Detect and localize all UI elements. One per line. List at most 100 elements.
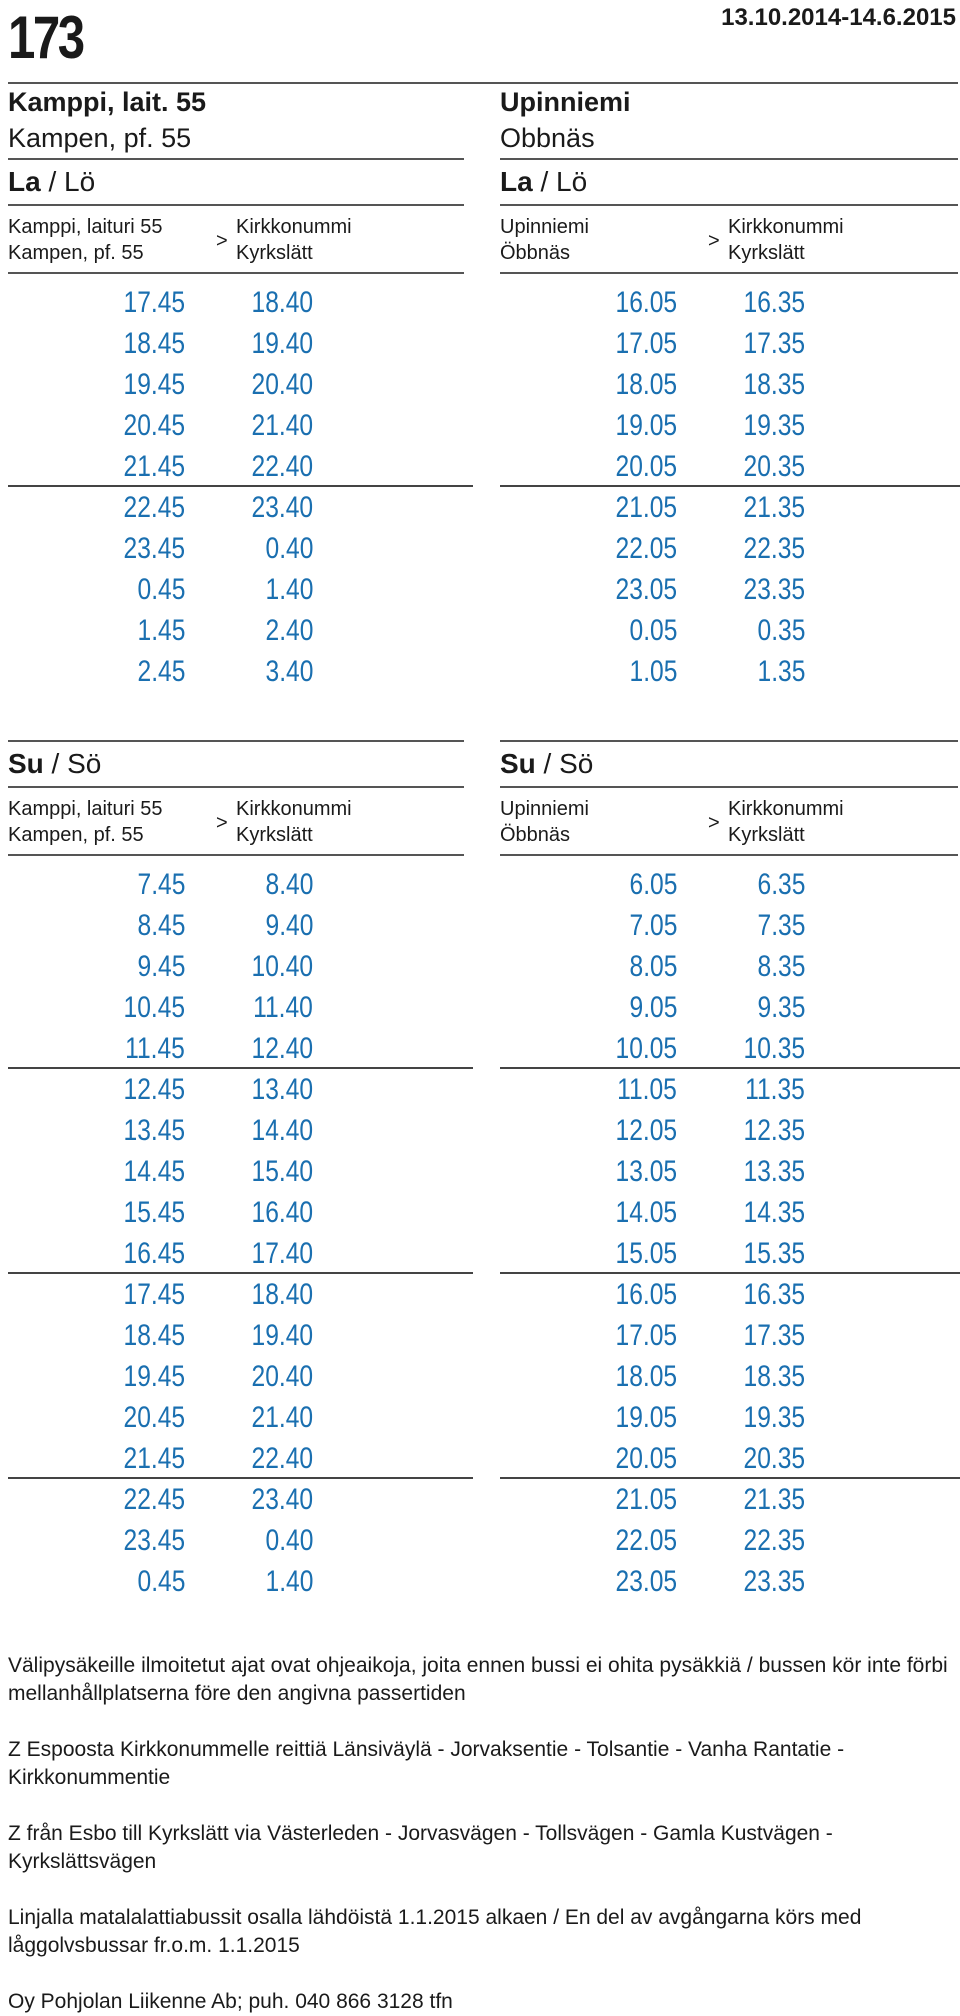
day-sep: / — [535, 748, 560, 779]
arrival-time: 20.35 — [743, 450, 805, 483]
departure-time: 16.05 — [615, 286, 677, 319]
departure-time: 16.05 — [615, 1278, 677, 1311]
time-row: 18.05 18.35 — [500, 364, 960, 405]
arrival-time: 23.35 — [743, 1565, 805, 1598]
departure-time: 0.45 — [137, 573, 185, 606]
departure-time: 19.45 — [123, 368, 185, 401]
arrival-time: 3.40 — [265, 655, 313, 688]
footer-note-stops: Välipysäkeille ilmoitetut ajat ovat ohje… — [8, 1654, 948, 1705]
departure-time: 18.05 — [615, 368, 677, 401]
time-row: 21.45 22.40 — [8, 446, 473, 487]
dir-to-sv: Kyrkslätt — [236, 242, 313, 264]
departure-time: 19.45 — [123, 1360, 185, 1393]
departure-time: 21.05 — [615, 1483, 677, 1516]
arrival-time: 20.40 — [251, 368, 313, 401]
su-left-direction-header: Kamppi, laituri 55 Kampen, pf. 55 > Kirkk… — [8, 788, 473, 850]
right-stop-title: Upinniemi Obbnäs — [500, 84, 960, 156]
arrival-time: 15.35 — [743, 1237, 805, 1270]
su-right-times: 6.05 6.35 7.05 7.35 8.05 8.35 9.05 9.35 10.05 10.… — [500, 864, 960, 1602]
arrival-time: 9.40 — [265, 909, 313, 942]
dir-to-sv: Kyrkslätt — [728, 242, 805, 264]
day-fi: La — [8, 166, 41, 197]
departure-time: 0.45 — [137, 1565, 185, 1598]
time-row: 19.45 20.40 — [8, 1356, 473, 1397]
arrival-time: 18.40 — [251, 286, 313, 319]
departure-time: 7.05 — [629, 909, 677, 942]
su-left-top-rule — [8, 740, 464, 742]
su-left-header-rule — [8, 854, 464, 856]
departure-time: 22.05 — [615, 1524, 677, 1557]
time-row: 14.45 15.40 — [8, 1151, 473, 1192]
arrival-time: 6.35 — [757, 868, 805, 901]
departure-time: 20.05 — [615, 450, 677, 483]
dir-to-fi: Kirkkonummi — [236, 216, 352, 238]
arrival-time: 22.40 — [251, 1442, 313, 1475]
departure-time: 16.45 — [123, 1237, 185, 1270]
departure-time: 0.05 — [629, 614, 677, 647]
arrival-time: 16.35 — [743, 1278, 805, 1311]
time-row: 6.05 6.35 — [500, 864, 960, 905]
la-right-header-rule — [500, 272, 958, 274]
time-row: 16.05 16.35 — [500, 282, 960, 323]
time-row: 20.45 21.40 — [8, 1397, 473, 1438]
arrival-time: 18.35 — [743, 1360, 805, 1393]
time-row: 22.05 22.35 — [500, 1520, 960, 1561]
time-row: 1.05 1.35 — [500, 651, 960, 692]
arrival-time: 15.40 — [251, 1155, 313, 1188]
departure-time: 8.05 — [629, 950, 677, 983]
time-row: 21.45 22.40 — [8, 1438, 473, 1479]
arrival-time: 0.40 — [265, 532, 313, 565]
arrival-time: 23.40 — [251, 491, 313, 524]
dir-from-sv: Öbbnäs — [500, 824, 571, 846]
arrival-time: 21.40 — [251, 1401, 313, 1434]
su-left-day-rule — [8, 786, 464, 788]
left-stop-name-sv: Kampen, pf. 55 — [8, 123, 192, 153]
departure-time: 20.45 — [123, 1401, 185, 1434]
time-row: 18.45 19.40 — [8, 323, 473, 364]
time-row: 20.05 20.35 — [500, 1438, 960, 1479]
departure-time: 20.05 — [615, 1442, 677, 1475]
departure-time: 17.45 — [123, 286, 185, 319]
departure-time: 23.05 — [615, 573, 677, 606]
departure-time: 22.05 — [615, 532, 677, 565]
arrival-time: 17.35 — [743, 327, 805, 360]
departure-time: 2.45 — [137, 655, 185, 688]
day-fi: Su — [8, 748, 44, 779]
departure-time: 21.05 — [615, 491, 677, 524]
time-row: 22.45 23.40 — [8, 1479, 473, 1520]
arrival-time: 20.40 — [251, 1360, 313, 1393]
departure-time: 20.45 — [123, 409, 185, 442]
right-stop-name-sv: Obbnäs — [500, 123, 595, 153]
dir-from-fi: Upinniemi — [500, 216, 589, 238]
direction-arrow-icon: > — [708, 230, 720, 252]
departure-time: 8.45 — [137, 909, 185, 942]
time-row: 23.45 0.40 — [8, 1520, 473, 1561]
arrival-time: 16.40 — [251, 1196, 313, 1229]
la-right-times: 16.05 16.35 17.05 17.35 18.05 18.35 19.05 19.35… — [500, 282, 960, 692]
footer-operator: Oy Pohjolan Liikenne Ab; puh. 040 866 31… — [8, 1990, 453, 2013]
day-fi: La — [500, 166, 533, 197]
time-row: 9.05 9.35 — [500, 987, 960, 1028]
la-right-day-label: La / Lö — [500, 164, 960, 200]
departure-time: 15.05 — [615, 1237, 677, 1270]
su-right-day-label: Su / Sö — [500, 746, 960, 782]
arrival-time: 19.40 — [251, 1319, 313, 1352]
time-row: 15.05 15.35 — [500, 1233, 960, 1274]
arrival-time: 11.35 — [745, 1073, 805, 1106]
departure-time: 17.05 — [615, 1319, 677, 1352]
arrival-time: 1.40 — [265, 1565, 313, 1598]
arrival-time: 22.35 — [743, 1524, 805, 1557]
time-row: 10.05 10.35 — [500, 1028, 960, 1069]
time-row: 2.45 3.40 — [8, 651, 473, 692]
time-row: 14.05 14.35 — [500, 1192, 960, 1233]
la-left-direction-header: Kamppi, laituri 55 Kampen, pf. 55 > Kirkk… — [8, 206, 473, 268]
departure-time: 13.45 — [123, 1114, 185, 1147]
arrival-time: 1.40 — [265, 573, 313, 606]
departure-time: 14.45 — [123, 1155, 185, 1188]
su-right-header-rule — [500, 854, 958, 856]
arrival-time: 20.35 — [743, 1442, 805, 1475]
departure-time: 18.45 — [123, 1319, 185, 1352]
arrival-time: 19.35 — [743, 409, 805, 442]
departure-time: 18.05 — [615, 1360, 677, 1393]
arrival-time: 8.40 — [265, 868, 313, 901]
